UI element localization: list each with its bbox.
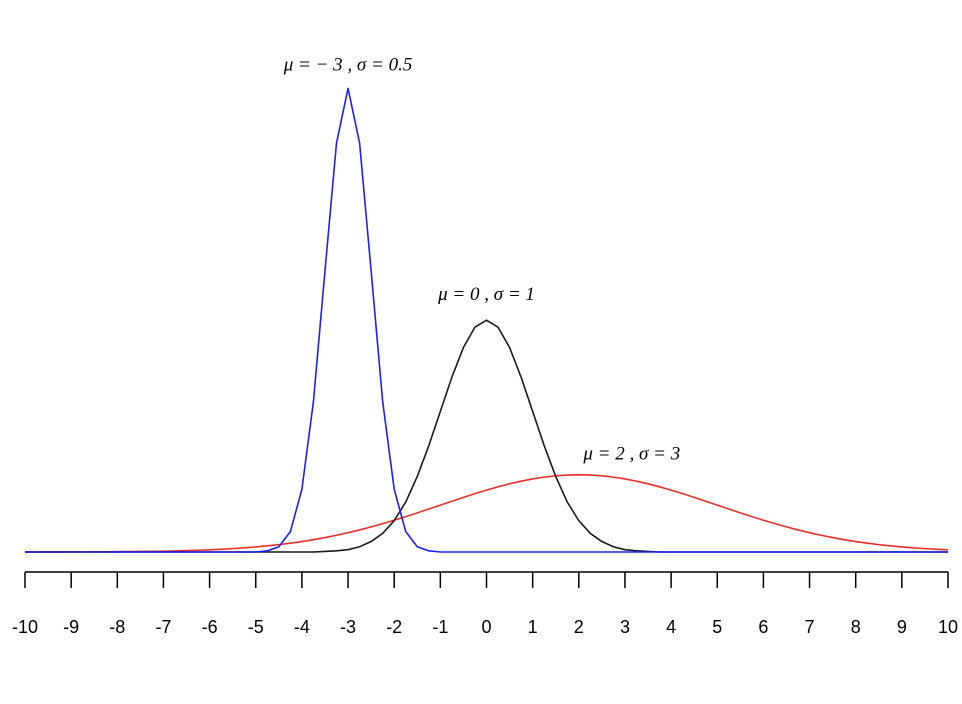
curve	[25, 319, 948, 553]
x-tick-label: 2	[574, 617, 584, 637]
x-tick-label: 1	[528, 617, 538, 637]
x-tick-label: 5	[712, 617, 722, 637]
curve	[25, 87, 948, 553]
curve-label: μ = 0 , σ = 1	[437, 284, 535, 305]
x-tick-label: -1	[432, 617, 448, 637]
x-tick-label: -5	[248, 617, 264, 637]
x-tick-label: -9	[63, 617, 79, 637]
x-tick-label: -7	[155, 617, 171, 637]
x-tick-label: 3	[620, 617, 630, 637]
x-tick-label: 8	[851, 617, 861, 637]
x-tick-label: -4	[294, 617, 310, 637]
x-tick-label: 7	[805, 617, 815, 637]
x-tick-label: 9	[897, 617, 907, 637]
x-tick-label: 10	[938, 617, 958, 637]
x-tick-label: -6	[202, 617, 218, 637]
x-tick-label: 0	[481, 617, 491, 637]
x-tick-label: 6	[758, 617, 768, 637]
x-tick-label: -10	[12, 617, 38, 637]
x-tick-label: -2	[386, 617, 402, 637]
x-tick-label: 4	[666, 617, 676, 637]
curve-label: μ = 2 , σ = 3	[582, 444, 680, 465]
curve	[24, 473, 949, 553]
x-tick-label: -3	[340, 617, 356, 637]
x-tick-label: -8	[109, 617, 125, 637]
curve-label: μ = − 3 , σ = 0.5	[283, 54, 413, 75]
